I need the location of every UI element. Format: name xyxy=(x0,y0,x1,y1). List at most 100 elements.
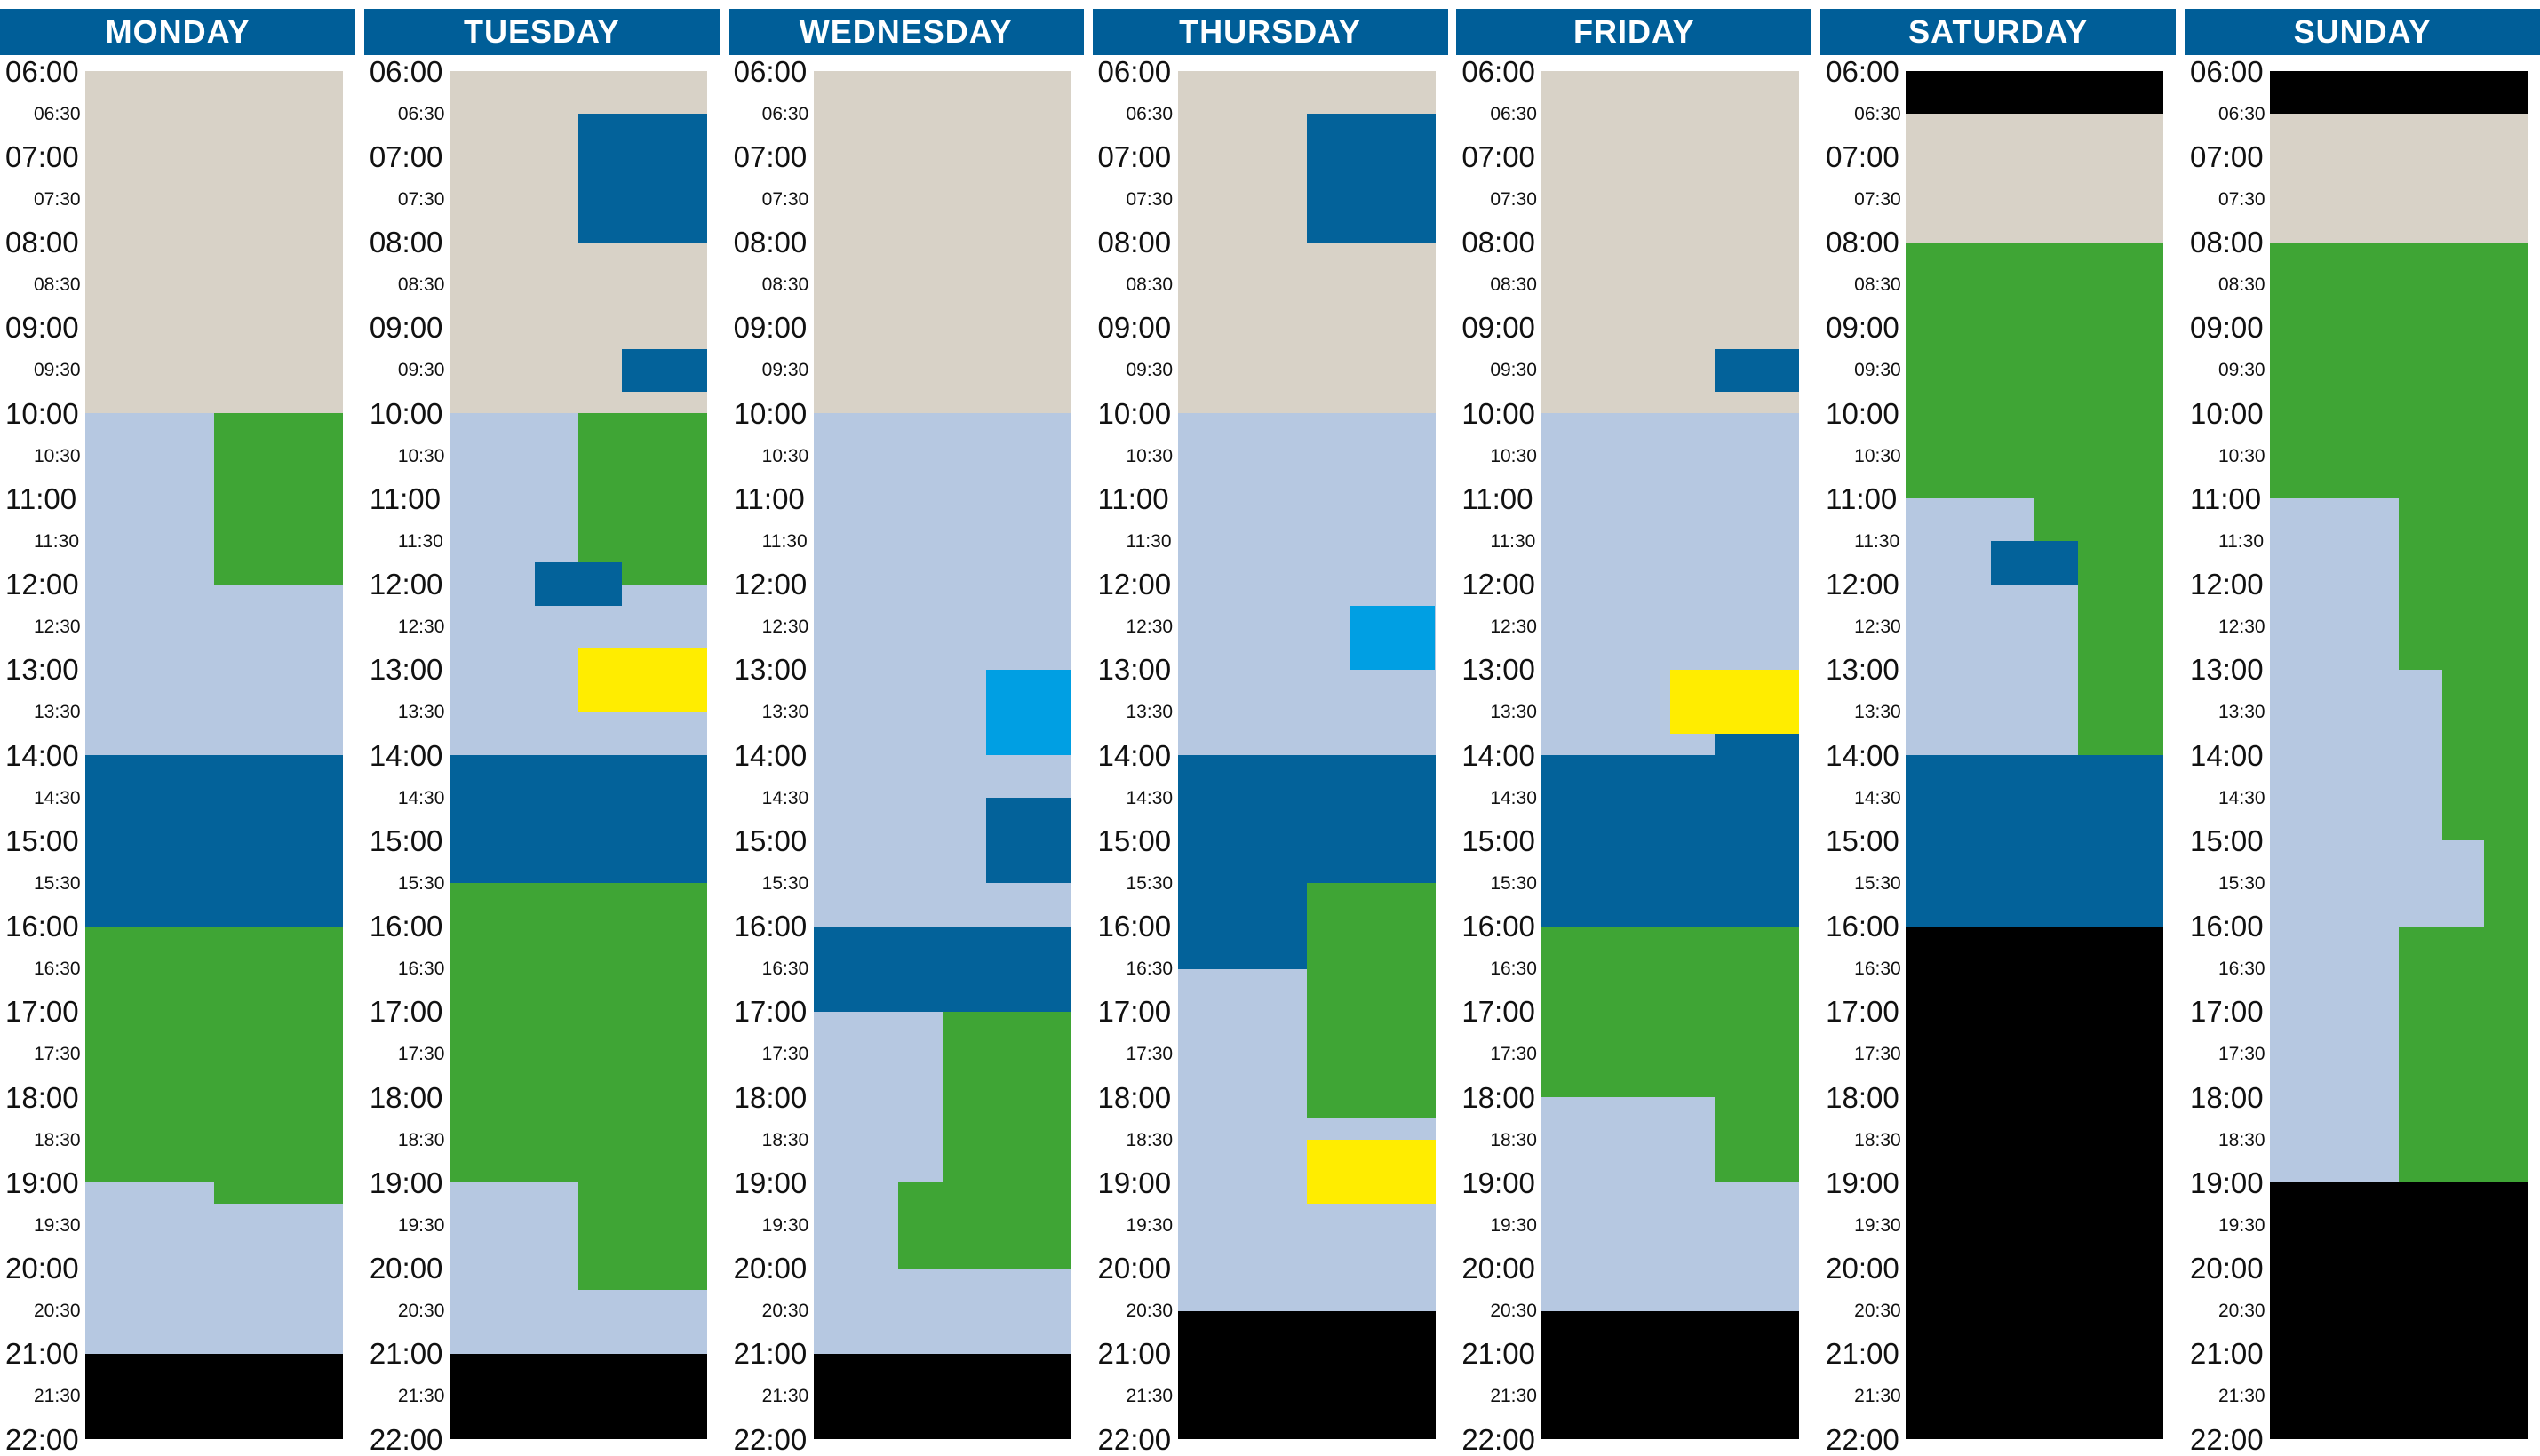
schedule-block-green[interactable] xyxy=(214,1182,343,1205)
schedule-block-green[interactable] xyxy=(2034,498,2079,542)
half-hour-label: 09:30 xyxy=(761,360,809,381)
schedule-block-black[interactable] xyxy=(1177,1310,1436,1439)
schedule-block-beige[interactable] xyxy=(2270,114,2528,243)
day-track xyxy=(449,71,707,1439)
schedule-block-green[interactable] xyxy=(2078,498,2164,755)
schedule-block-beige[interactable] xyxy=(813,71,1071,413)
hour-label: 15:00 xyxy=(1826,823,1899,857)
day-header: SATURDAY xyxy=(1820,9,2177,55)
schedule-block-dark[interactable] xyxy=(985,798,1071,884)
schedule-block-beige[interactable] xyxy=(1906,114,2164,243)
schedule-block-dark[interactable] xyxy=(1906,755,2164,927)
hour-label: 21:00 xyxy=(5,1337,79,1371)
half-hour-label: 13:30 xyxy=(1126,702,1174,723)
hour-label: 10:00 xyxy=(2190,396,2264,430)
schedule-block-green[interactable] xyxy=(1541,926,1800,1097)
half-hour-label: 15:30 xyxy=(761,872,809,894)
half-hour-label: 19:30 xyxy=(761,1214,809,1236)
schedule-block-green[interactable] xyxy=(1714,1097,1800,1183)
schedule-block-dark[interactable] xyxy=(1177,883,1307,969)
half-hour-label: 18:30 xyxy=(34,1129,81,1150)
half-hour-label: 14:30 xyxy=(761,787,809,808)
schedule-block-green[interactable] xyxy=(2399,498,2528,670)
schedule-block-dark[interactable] xyxy=(1306,114,1436,243)
schedule-block-green[interactable] xyxy=(214,413,343,585)
schedule-block-dark[interactable] xyxy=(1990,541,2079,585)
schedule-block-black[interactable] xyxy=(1906,926,2164,1439)
schedule-block-green[interactable] xyxy=(577,413,707,585)
half-hour-label: 20:30 xyxy=(1126,1301,1174,1322)
schedule-block-green[interactable] xyxy=(577,1182,707,1290)
half-hour-label: 11:30 xyxy=(2218,530,2264,552)
schedule-block-black[interactable] xyxy=(2270,71,2528,115)
schedule-block-green[interactable] xyxy=(85,926,343,1183)
schedule-block-black[interactable] xyxy=(85,1353,343,1439)
hour-label: 07:00 xyxy=(1461,139,1535,173)
half-hour-label: 11:30 xyxy=(397,530,443,552)
half-hour-label: 16:30 xyxy=(34,959,81,980)
schedule-block-beige[interactable] xyxy=(85,71,343,413)
schedule-block-dark[interactable] xyxy=(577,114,707,243)
hour-label: 14:00 xyxy=(5,738,79,772)
half-hour-label: 15:30 xyxy=(2218,872,2265,894)
schedule-block-green[interactable] xyxy=(1906,242,2164,499)
half-hour-label: 09:30 xyxy=(34,360,81,381)
schedule-block-dark[interactable] xyxy=(1177,755,1436,884)
schedule-block-dark[interactable] xyxy=(1714,348,1800,392)
half-hour-label: 10:30 xyxy=(1854,445,1901,466)
schedule-block-green[interactable] xyxy=(2399,926,2528,1183)
hour-label: 20:00 xyxy=(5,1252,79,1285)
half-hour-label: 13:30 xyxy=(761,702,809,723)
half-hour-label: 18:30 xyxy=(397,1129,445,1150)
hour-label: 20:00 xyxy=(1097,1252,1172,1285)
schedule-block-yellow[interactable] xyxy=(1670,669,1800,734)
half-hour-label: 10:30 xyxy=(1490,445,1537,466)
schedule-block-dark[interactable] xyxy=(1541,755,1800,927)
half-hour-label: 16:30 xyxy=(397,959,445,980)
schedule-block-green[interactable] xyxy=(898,1182,1071,1269)
schedule-block-dark[interactable] xyxy=(813,926,1071,1012)
half-hour-label: 21:30 xyxy=(1126,1386,1174,1407)
schedule-block-yellow[interactable] xyxy=(577,648,707,712)
half-hour-label: 21:30 xyxy=(34,1386,81,1407)
schedule-block-cyan[interactable] xyxy=(985,669,1071,755)
schedule-block-dark[interactable] xyxy=(85,755,343,927)
schedule-block-black[interactable] xyxy=(2270,1182,2528,1439)
day-column-monday: MONDAY 06:00 06:30 07:00 07:30 08:00 08:30 09:0… xyxy=(0,0,355,1454)
schedule-block-green[interactable] xyxy=(449,883,707,1183)
schedule-block-dark[interactable] xyxy=(1714,733,1800,755)
schedule-block-yellow[interactable] xyxy=(1306,1140,1436,1205)
schedule-block-dark[interactable] xyxy=(534,562,623,606)
day-header: SUNDAY xyxy=(2185,9,2540,55)
schedule-block-black[interactable] xyxy=(1906,71,2164,115)
hour-label: 21:00 xyxy=(733,1337,808,1371)
schedule-block-dark[interactable] xyxy=(622,348,707,392)
half-hour-label: 21:30 xyxy=(1854,1386,1901,1407)
schedule-block-green[interactable] xyxy=(1306,883,1436,1119)
half-hour-label: 13:30 xyxy=(1854,702,1901,723)
schedule-block-black[interactable] xyxy=(449,1353,707,1439)
hour-label: 19:00 xyxy=(1826,1166,1899,1199)
half-hour-label: 09:30 xyxy=(1854,360,1901,381)
schedule-block-black[interactable] xyxy=(1541,1310,1800,1439)
hour-label: 08:00 xyxy=(1461,226,1535,259)
half-hour-label: 09:30 xyxy=(2218,360,2265,381)
schedule-block-green[interactable] xyxy=(2442,669,2528,841)
hour-label: 18:00 xyxy=(1461,1080,1535,1114)
schedule-block-black[interactable] xyxy=(813,1353,1071,1439)
schedule-block-green[interactable] xyxy=(2270,242,2528,499)
schedule-block-light[interactable] xyxy=(1177,413,1436,755)
schedule-block-dark[interactable] xyxy=(449,755,707,884)
schedule-block-green[interactable] xyxy=(2483,840,2528,927)
schedule-block-light[interactable] xyxy=(1177,968,1307,1311)
half-hour-label: 14:30 xyxy=(1126,787,1174,808)
hour-label: 18:00 xyxy=(5,1080,79,1114)
half-hour-label: 07:30 xyxy=(1854,188,1901,210)
schedule-block-light[interactable] xyxy=(85,1182,343,1354)
schedule-block-cyan[interactable] xyxy=(1350,605,1436,670)
half-hour-label: 10:30 xyxy=(2218,445,2265,466)
day-column-friday: FRIDAY 06:00 06:30 07:00 07:30 08:00 08:30 09:0… xyxy=(1456,0,1812,1454)
hour-label: 11:00 xyxy=(5,481,77,515)
schedule-block-green[interactable] xyxy=(942,1011,1071,1183)
hour-label: 22:00 xyxy=(2190,1422,2264,1456)
